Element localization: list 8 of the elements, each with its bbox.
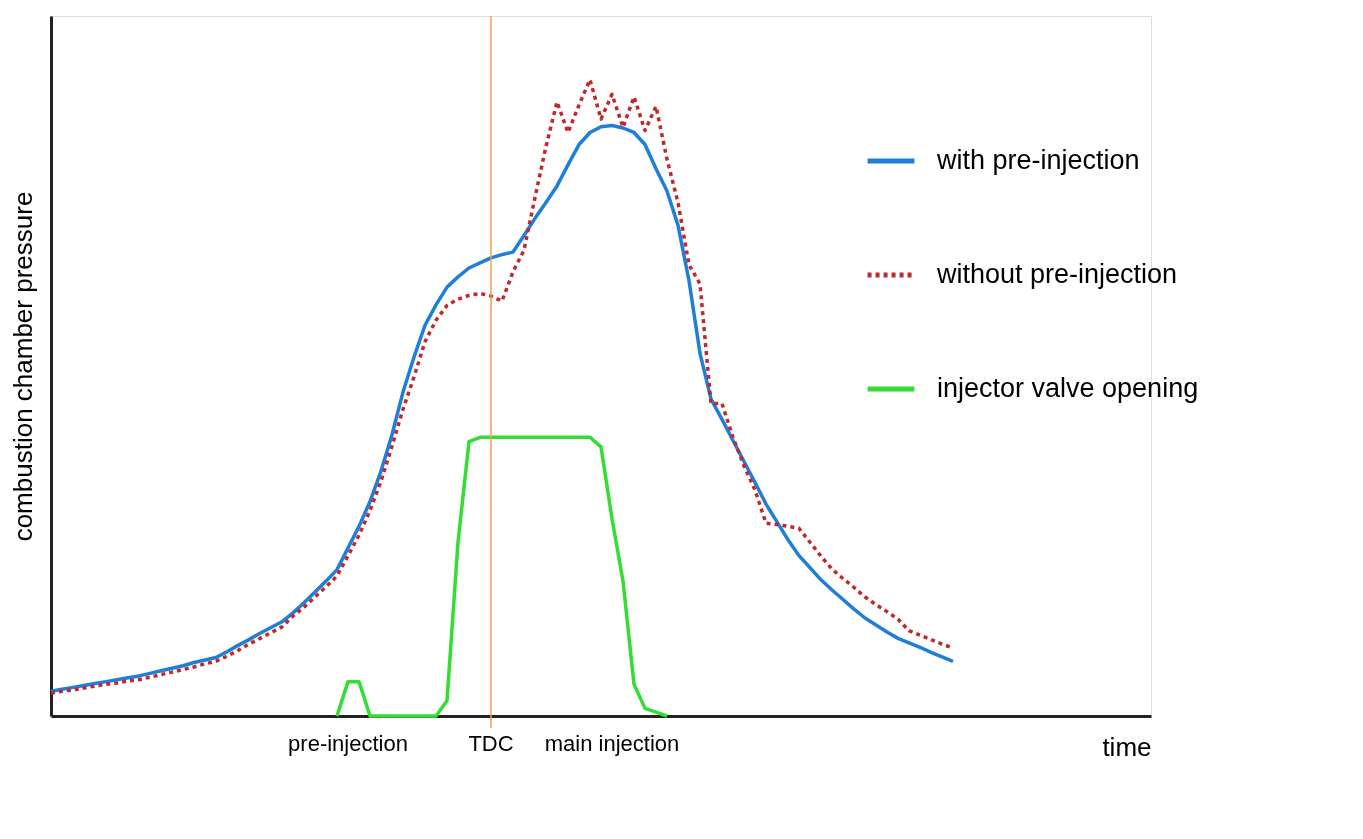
legend-label: with pre-injection <box>936 145 1140 175</box>
x-tick-label: pre-injection <box>288 731 408 756</box>
x-tick-label: TDC <box>468 731 514 756</box>
x-tick-label: main injection <box>544 731 680 756</box>
x-axis-title: time <box>1102 731 1152 762</box>
y-axis-title: combustion chamber pressure <box>7 191 38 542</box>
legend-label: without pre-injection <box>936 259 1178 289</box>
legend-label: injector valve opening <box>937 373 1199 403</box>
